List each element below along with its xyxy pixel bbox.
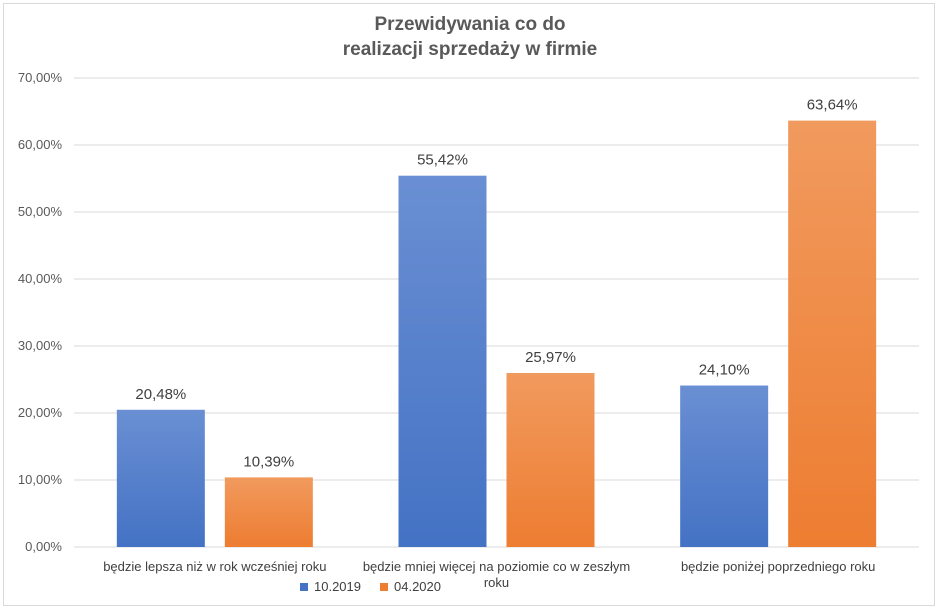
data-labels: 20,48% 10,39% 55,42% 25,97% 24,10% 63,64% <box>135 97 857 471</box>
chart-frame: Przewidywania co do realizacji sprzedaży … <box>3 3 935 606</box>
bar-04.2020-0 <box>224 477 313 547</box>
bars <box>116 120 877 547</box>
data-label: 20,48% <box>135 386 186 403</box>
data-label: 63,64% <box>807 97 858 114</box>
bar-10.2019-0 <box>116 409 205 547</box>
data-label: 10,39% <box>243 453 294 470</box>
y-tick-label: 30,00% <box>18 338 63 353</box>
y-tick-label: 10,00% <box>18 472 63 487</box>
data-label: 25,97% <box>525 349 576 366</box>
data-label: 24,10% <box>699 362 750 379</box>
legend: 10.2019 04.2020 <box>300 579 441 594</box>
x-axis-categories: będzie lepsza niż w rok wcześniej roku bę… <box>103 559 875 590</box>
legend-label: 10.2019 <box>314 579 361 594</box>
y-tick-label: 40,00% <box>18 271 63 286</box>
y-axis-ticks: 0,00% 10,00% 20,00% 30,00% 40,00% 50,00% 60,00… <box>18 70 63 554</box>
legend-swatch <box>300 583 308 591</box>
data-label: 55,42% <box>417 152 468 169</box>
bar-10.2019-2 <box>680 385 769 547</box>
y-tick-label: 0,00% <box>25 539 62 554</box>
x-category-label: będzie lepsza niż w rok wcześniej roku <box>103 559 326 574</box>
y-tick-label: 50,00% <box>18 204 63 219</box>
bar-10.2019-1 <box>398 175 487 547</box>
bar-04.2020-1 <box>506 373 595 547</box>
y-tick-label: 20,00% <box>18 405 63 420</box>
bar-chart: Przewidywania co do realizacji sprzedaży … <box>18 14 919 594</box>
y-tick-label: 70,00% <box>18 70 63 85</box>
x-category-label: będzie mniej więcej na poziomie co w zes… <box>363 559 630 574</box>
legend-swatch <box>380 583 388 591</box>
bar-04.2020-2 <box>788 120 877 547</box>
chart-title: Przewidywania co do realizacji sprzedaży … <box>343 14 598 60</box>
x-category-label: roku <box>484 575 509 590</box>
legend-label: 04.2020 <box>394 579 441 594</box>
chart-title-line: realizacji sprzedaży w firmie <box>343 39 598 60</box>
x-category-label: będzie poniżej poprzedniego roku <box>681 559 875 574</box>
y-tick-label: 60,00% <box>18 137 63 152</box>
gridlines <box>74 77 919 548</box>
chart-title-line: Przewidywania co do <box>374 14 565 35</box>
